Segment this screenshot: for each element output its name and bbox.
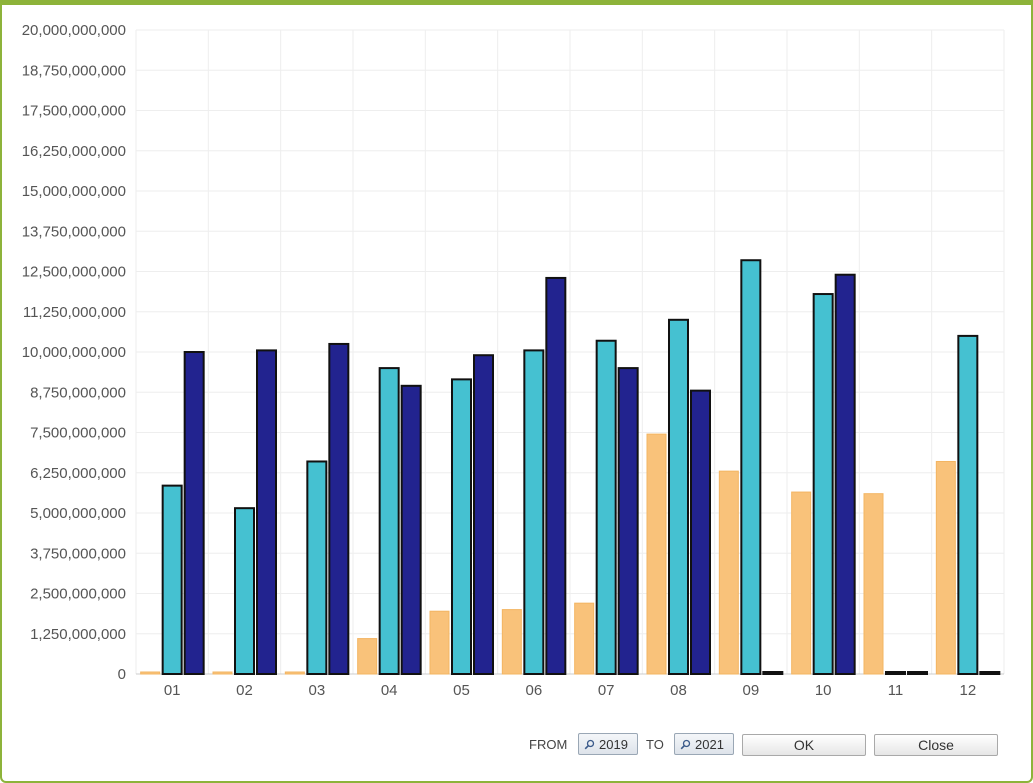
ok-button[interactable]: OK — [742, 734, 866, 756]
bar-series-1-01 — [140, 671, 161, 675]
bar-series-2-06 — [523, 349, 545, 675]
bar-series-3-05 — [473, 354, 494, 675]
bar-series-1-07 — [574, 602, 595, 675]
x-tick-label: 08 — [670, 682, 687, 699]
bar-series-3-08 — [690, 389, 711, 675]
y-tick-label: 0 — [118, 666, 126, 683]
x-tick-label: 01 — [164, 682, 181, 699]
controls-bar: FROM 2019 TO 2021 OK Close — [0, 733, 1033, 759]
bar-series-1-11 — [863, 493, 884, 675]
bar-series-1-12 — [935, 460, 956, 675]
bar-series-2-08 — [668, 318, 689, 675]
bar-series-1-05 — [429, 610, 450, 675]
x-tick-label: 09 — [742, 682, 759, 699]
x-tick-label: 06 — [525, 682, 542, 699]
bar-series-2-07 — [595, 339, 617, 675]
bar-series-3-11 — [907, 671, 928, 675]
x-tick-label: 11 — [888, 682, 904, 699]
x-tick-label: 12 — [959, 682, 976, 699]
bar-series-3-10 — [834, 273, 856, 675]
bar-series-3-07 — [617, 367, 639, 675]
y-tick-label: 15,000,000,000 — [22, 183, 126, 200]
bar-series-3-06 — [545, 276, 567, 675]
bar-series-3-01 — [183, 351, 205, 675]
x-tick-label: 05 — [453, 682, 470, 699]
bar-series-2-10 — [812, 293, 834, 675]
to-year-picker[interactable]: 2021 — [674, 733, 734, 755]
bar-series-1-10 — [791, 491, 812, 675]
y-tick-label: 5,000,000,000 — [30, 505, 126, 522]
x-tick-label: 04 — [381, 682, 398, 699]
bar-series-1-02 — [212, 671, 233, 675]
y-tick-label: 13,750,000,000 — [22, 223, 126, 240]
to-year-value: 2021 — [695, 736, 724, 752]
bar-series-2-04 — [378, 367, 400, 675]
bar-series-3-03 — [328, 342, 350, 675]
bar-series-3-09 — [762, 671, 784, 675]
bar-chart: 0 1,250,000,000 2,500,000,000 3,750,000,000… — [22, 22, 1005, 699]
x-tick-label: 02 — [236, 682, 253, 699]
y-tick-label: 6,250,000,000 — [30, 465, 126, 482]
y-tick-label: 11,250,000,000 — [23, 304, 126, 321]
bar-series-3-12 — [979, 671, 1001, 675]
bar-series-3-04 — [400, 384, 422, 675]
to-label: TO — [646, 737, 664, 752]
y-tick-label: 20,000,000,000 — [22, 22, 126, 39]
bar-series-2-09 — [740, 259, 762, 675]
search-icon — [680, 739, 691, 749]
x-tick-label: 07 — [598, 682, 615, 699]
bar-series-1-06 — [501, 609, 522, 675]
y-tick-label: 2,500,000,000 — [30, 586, 126, 603]
bar-series-2-02 — [234, 507, 255, 676]
x-tick-label: 10 — [815, 682, 832, 699]
y-tick-label: 18,750,000,000 — [22, 62, 126, 79]
x-tick-label: 03 — [308, 682, 325, 699]
y-tick-label: 16,250,000,000 — [22, 143, 126, 160]
bar-series-1-09 — [718, 470, 739, 675]
bar-series-3-02 — [256, 349, 277, 675]
y-tick-label: 3,750,000,000 — [30, 545, 126, 562]
bar-series-1-03 — [284, 671, 305, 675]
bar-series-1-04 — [357, 638, 378, 675]
y-tick-label: 1,250,000,000 — [30, 626, 126, 643]
search-icon — [584, 739, 595, 749]
y-tick-label: 7,500,000,000 — [30, 425, 126, 442]
from-year-picker[interactable]: 2019 — [578, 733, 638, 755]
bar-series-2-01 — [161, 484, 183, 675]
y-tick-label: 10,000,000,000 — [22, 344, 126, 361]
y-tick-label: 17,500,000,000 — [22, 103, 126, 120]
from-label: FROM — [529, 737, 568, 752]
bar-series-2-05 — [451, 378, 472, 675]
bar-series-2-03 — [306, 460, 328, 676]
bar-series-1-08 — [646, 433, 667, 675]
bar-series-2-11 — [885, 671, 906, 675]
y-tick-label: 8,750,000,000 — [30, 384, 126, 401]
y-tick-label: 12,500,000,000 — [22, 264, 126, 281]
from-year-value: 2019 — [599, 736, 628, 752]
close-button[interactable]: Close — [874, 734, 998, 756]
bar-series-2-12 — [957, 334, 979, 675]
